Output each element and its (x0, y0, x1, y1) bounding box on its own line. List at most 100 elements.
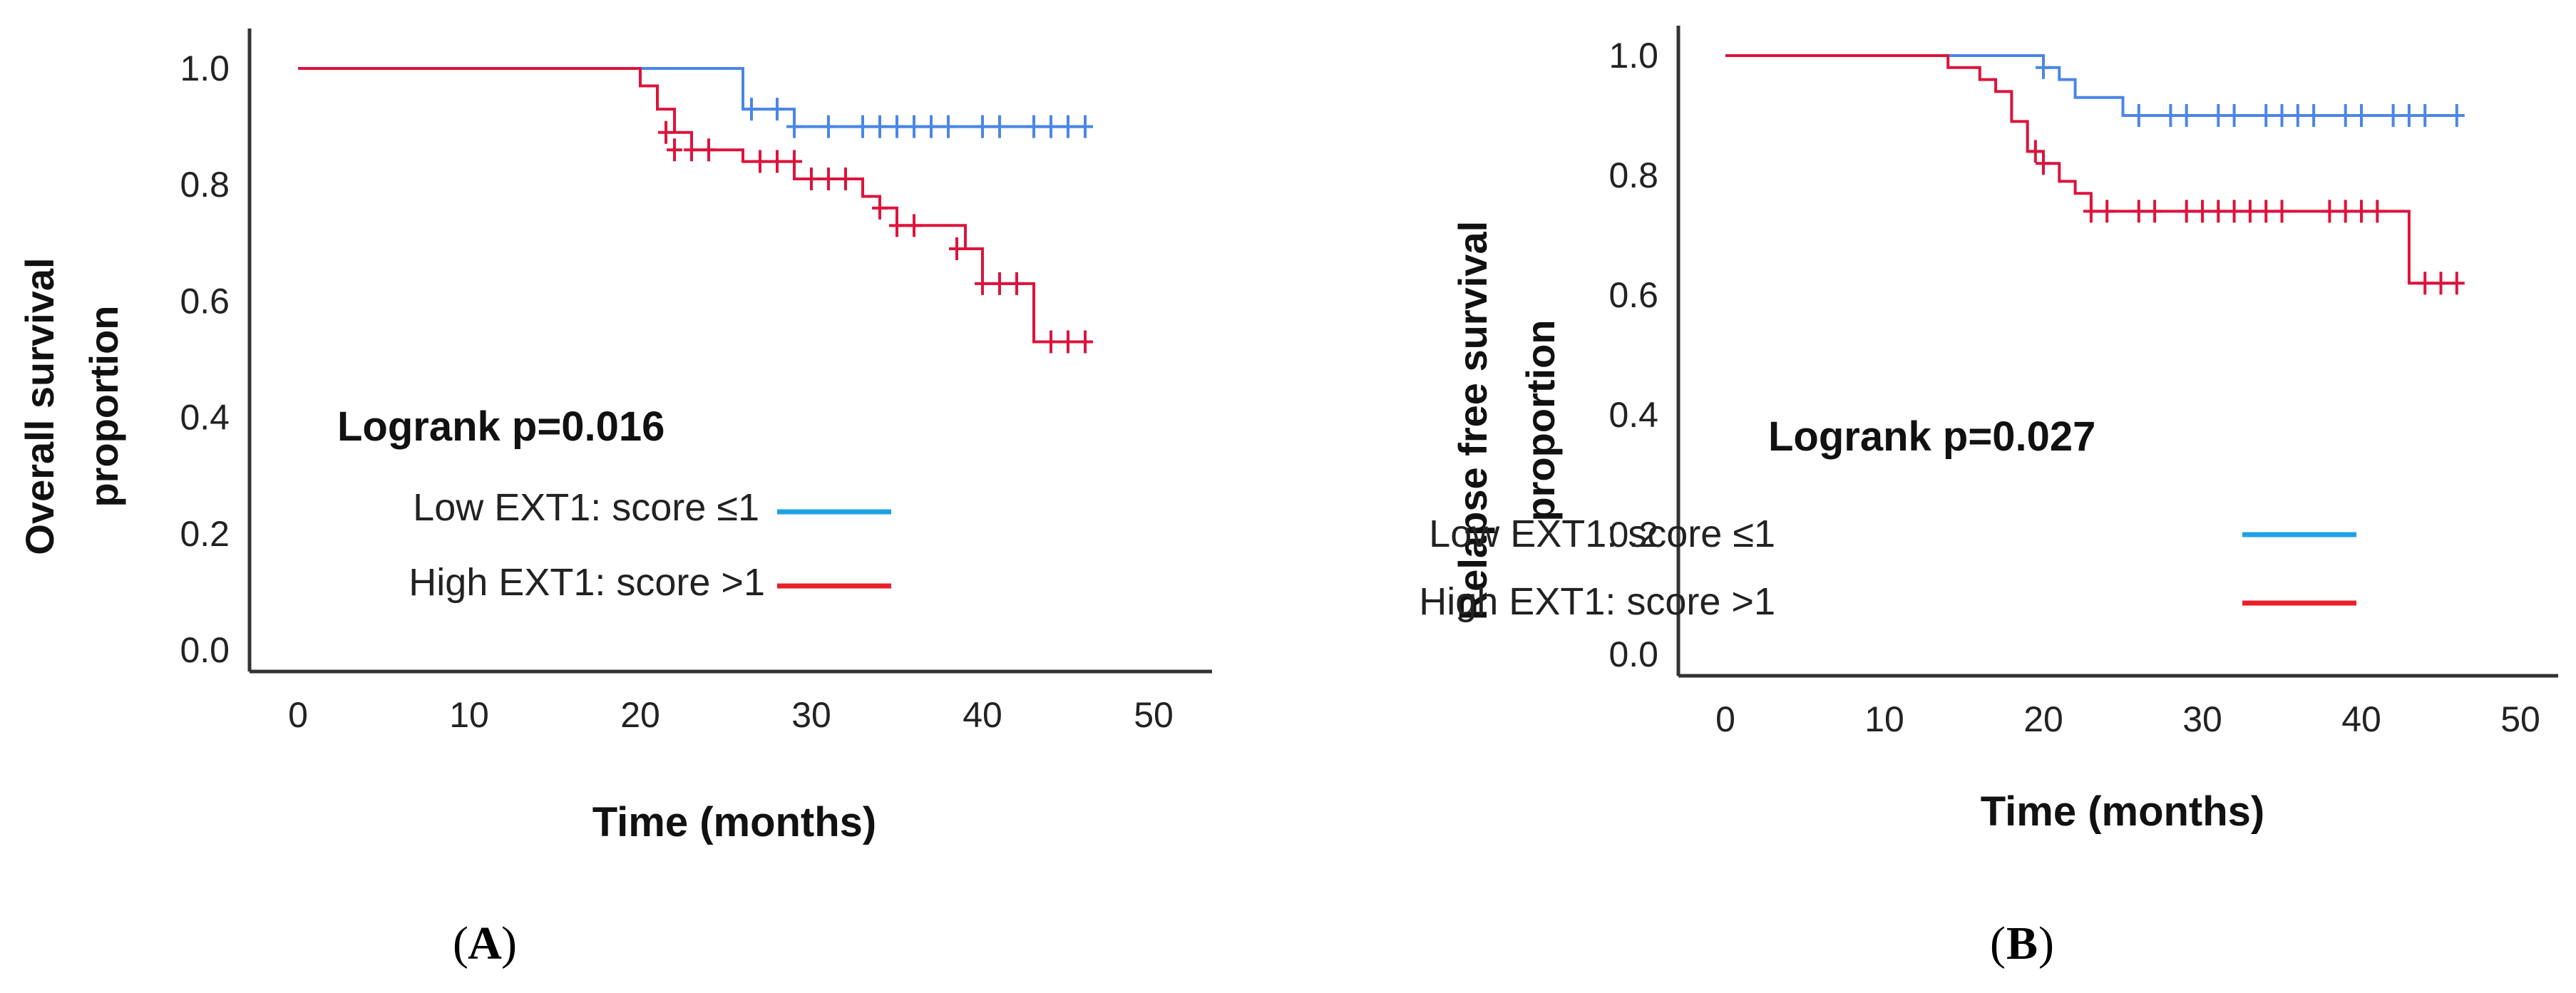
x-axis-label: Time (months) (1981, 788, 2265, 835)
censor-mark (2099, 200, 2115, 223)
censor-mark (2258, 200, 2274, 223)
legend-label-high: High EXT1: score >1 (409, 561, 765, 604)
x-tick-label: 40 (2341, 699, 2381, 739)
x-tick-label: 40 (963, 695, 1002, 735)
censor-mark (2242, 200, 2258, 223)
censor-mark (786, 150, 802, 173)
censor-mark (2226, 104, 2242, 127)
y-tick-label: 0.8 (1608, 155, 1658, 195)
censor-mark (992, 272, 1007, 295)
series-low (1725, 54, 2465, 127)
censor-mark (2337, 200, 2354, 223)
survival-curve-low (1725, 54, 2457, 117)
censor-mark (838, 168, 853, 191)
y-tick-label: 0.2 (180, 514, 230, 554)
censor-mark (1077, 115, 1093, 138)
censor-mark (769, 150, 785, 173)
panel-label-open-paren: ( (1990, 917, 2006, 969)
censor-mark (1043, 330, 1059, 354)
censor-mark (667, 138, 682, 162)
censor-mark (2354, 104, 2369, 127)
censor-mark (975, 115, 990, 138)
censor-mark (2226, 200, 2242, 223)
panel-label-close-paren: ) (501, 917, 517, 969)
axes (1676, 26, 2558, 678)
censor-mark (906, 115, 922, 138)
panel-label-letter: B (2006, 917, 2038, 969)
censor-mark (923, 115, 939, 138)
y-tick-label: 0.0 (180, 630, 230, 670)
y-tick-label: 1.0 (1608, 36, 1658, 76)
censor-mark (872, 196, 888, 220)
censor-mark (786, 115, 802, 138)
censor-mark (752, 150, 768, 173)
censor-mark (940, 115, 956, 138)
censor-mark (2162, 104, 2179, 127)
km-chart-overall-survival: 0 10 20 30 40 50 0.0 0.2 0.4 0.6 0.8 1.0 Overall su… (17, 29, 1212, 969)
censor-mark (2130, 200, 2147, 223)
censor-mark (2178, 200, 2195, 223)
survival-curve-low (298, 67, 1085, 128)
censor-mark (2210, 104, 2227, 127)
censor-mark (855, 115, 871, 138)
censor-mark (2274, 200, 2290, 223)
series-high (298, 67, 1093, 354)
censor-mark (2036, 56, 2051, 79)
censor-mark (744, 98, 759, 121)
censor-mark (2195, 200, 2210, 223)
censor-mark (2258, 104, 2274, 127)
x-tick-label: 20 (2023, 699, 2063, 739)
legend-label-low: Low EXT1: score ≤1 (413, 486, 759, 529)
y-axis-label-line2: proportion (1518, 319, 1563, 521)
censor-mark (2448, 104, 2465, 127)
censor-mark (889, 214, 905, 237)
censor-mark (2369, 200, 2386, 223)
logrank-annotation: Logrank p=0.027 (1768, 413, 2095, 460)
censor-mark (889, 115, 905, 138)
x-axis-label: Time (months) (592, 799, 877, 845)
censor-mark (2306, 104, 2322, 127)
censor-mark (804, 168, 819, 191)
legend-label-high: High EXT1: score >1 (1419, 580, 1775, 623)
panel-label-open-paren: ( (453, 917, 468, 969)
y-tick-label: 0.4 (1608, 395, 1658, 435)
censor-mark (821, 115, 836, 138)
censor-mark (872, 115, 888, 138)
y-tick-label: 1.0 (180, 48, 230, 88)
panel-label-letter: A (468, 917, 502, 969)
y-tick-label: 0.6 (1608, 275, 1658, 315)
censor-mark (2401, 104, 2417, 127)
censor-mark (2337, 104, 2354, 127)
censor-mark (1043, 115, 1059, 138)
censor-mark (1060, 330, 1076, 354)
censor-mark (975, 272, 990, 295)
panel-label: ( B ) (1990, 917, 2054, 969)
censor-mark (2083, 200, 2099, 223)
censor-mark (2448, 272, 2465, 295)
censor-mark (2354, 200, 2369, 223)
axes (247, 29, 1212, 674)
logrank-annotation: Logrank p=0.016 (337, 403, 664, 450)
km-chart-relapse-free-survival: 0 10 20 30 40 50 0.0 0.2 0.4 0.6 0.8 1.0 Relapse fr… (1419, 26, 2558, 969)
censor-mark (2036, 152, 2051, 175)
censor-mark (906, 214, 922, 237)
y-axis-label-line1: Overall survival (17, 257, 62, 555)
y-tick-label: 0.8 (180, 165, 230, 205)
x-tick-label: 10 (449, 695, 489, 735)
censor-mark (1077, 330, 1093, 354)
censor-mark (2210, 200, 2227, 223)
censor-mark (2417, 272, 2433, 295)
x-tick-label: 50 (2500, 699, 2540, 739)
censor-mark (949, 237, 965, 260)
x-tick-label: 30 (2182, 699, 2222, 739)
censor-mark (769, 98, 785, 121)
x-tick-label: 0 (1715, 699, 1735, 739)
censor-mark (2274, 104, 2290, 127)
x-tick-label: 30 (791, 695, 831, 735)
y-axis-label-line2: proportion (81, 305, 126, 507)
y-tick-label: 0.6 (180, 281, 230, 321)
x-tick-label: 0 (288, 695, 308, 735)
panel-label-close-paren: ) (2038, 917, 2054, 969)
legend-label-low: Low EXT1: score ≤1 (1429, 513, 1775, 555)
